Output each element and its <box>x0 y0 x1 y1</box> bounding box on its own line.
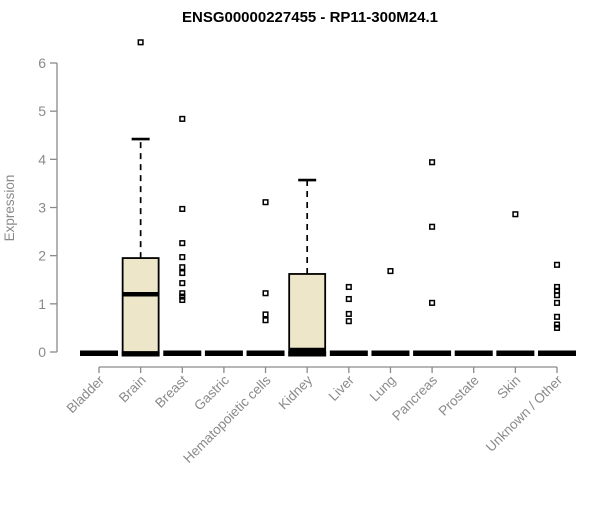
x-category-label-gastric: Gastric <box>191 372 232 413</box>
outlier-point-liver <box>345 295 352 303</box>
collapsed-box-bladder <box>80 350 118 356</box>
x-category-label-breast: Breast <box>152 372 190 410</box>
outlier-point-breast <box>179 254 186 261</box>
outlier-point-lung <box>387 268 394 275</box>
y-tick-label: 4 <box>38 151 46 167</box>
outlier-point-skin <box>512 211 519 218</box>
outlier-point-hematopoietic-cells <box>262 290 269 297</box>
box-kidney <box>288 273 327 353</box>
x-category-label-skin: Skin <box>494 373 523 402</box>
x-category-label-kidney: Kidney <box>276 372 316 412</box>
y-tick-label: 1 <box>38 296 46 312</box>
collapsed-box-gastric <box>204 350 243 356</box>
outlier-point-liver <box>345 283 352 291</box>
y-tick-label: 5 <box>38 103 46 119</box>
outlier-point-liver <box>345 310 352 317</box>
outlier-point-pancreas <box>429 223 436 230</box>
collapsed-box-pancreas <box>413 350 452 356</box>
outlier-point-unknown-other <box>553 321 561 328</box>
outlier-point-unknown-other <box>553 292 561 299</box>
outlier-point-breast <box>179 115 186 122</box>
collapsed-box-liver <box>329 350 368 356</box>
y-tick-label: 3 <box>38 200 46 216</box>
collapsed-box-lung <box>371 350 410 356</box>
outlier-point-unknown-other <box>553 313 561 320</box>
collapsed-box-skin <box>496 350 535 356</box>
x-category-label-lung: Lung <box>367 373 399 405</box>
outlier-point-hematopoietic-cells <box>262 311 269 318</box>
outlier-point-liver <box>345 318 352 325</box>
collapsed-box-prostate <box>454 350 493 356</box>
outlier-point-hematopoietic-cells <box>262 199 269 206</box>
x-category-label-pancreas: Pancreas <box>389 372 440 423</box>
x-category-label-brain: Brain <box>116 373 149 406</box>
y-tick-label: 6 <box>38 55 46 71</box>
x-category-label-liver: Liver <box>326 372 358 404</box>
outlier-point-breast <box>179 264 186 271</box>
outlier-point-unknown-other <box>553 299 561 306</box>
y-tick-label: 2 <box>38 248 46 264</box>
outlier-point-breast <box>179 296 186 304</box>
collapsed-box-breast <box>163 350 202 356</box>
collapsed-box-hematopoietic-cells <box>246 350 285 356</box>
outlier-point-breast <box>179 240 186 247</box>
collapsed-box-unknown-other <box>538 350 576 356</box>
y-axis-label: Expression <box>2 175 17 242</box>
outlier-point-breast <box>179 205 186 212</box>
x-category-label-prostate: Prostate <box>436 373 482 419</box>
outlier-point-breast <box>179 290 186 297</box>
outlier-point-pancreas <box>429 299 436 306</box>
y-tick-label: 0 <box>38 344 46 360</box>
outlier-point-pancreas <box>429 159 436 166</box>
outlier-point-brain <box>137 39 144 46</box>
x-category-label-unknown-other: Unknown / Other <box>483 372 566 455</box>
box-brain <box>121 257 160 353</box>
outlier-point-unknown-other <box>553 324 561 331</box>
outlier-point-unknown-other <box>553 261 561 268</box>
outlier-point-breast <box>179 293 186 300</box>
chart-title: ENSG00000227455 - RP11-300M24.1 <box>182 9 438 26</box>
outlier-point-hematopoietic-cells <box>262 317 269 324</box>
outlier-point-breast <box>179 280 186 287</box>
x-category-label-bladder: Bladder <box>64 372 108 416</box>
outlier-point-breast <box>179 269 186 277</box>
